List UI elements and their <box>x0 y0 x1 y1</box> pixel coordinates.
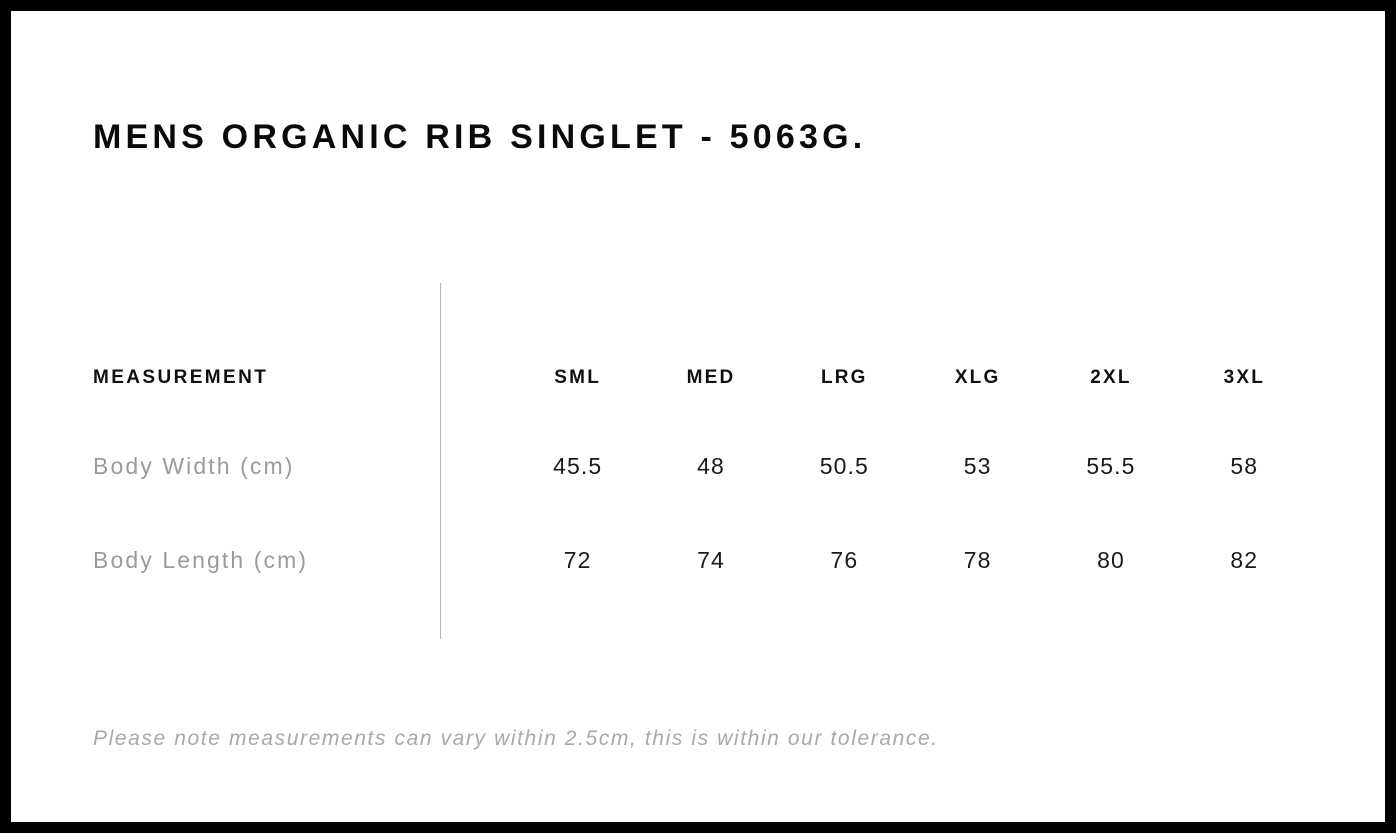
body-width-med: 48 <box>697 453 725 479</box>
table-row: Body Length (cm) 72 74 76 78 80 82 <box>93 535 1313 629</box>
body-width-2xl: 55.5 <box>1086 453 1136 479</box>
body-width-3xl: 58 <box>1230 453 1259 479</box>
table-row: Body Width (cm) 45.5 48 50.5 53 55.5 58 <box>93 441 1313 535</box>
size-header-med: MED <box>686 367 736 388</box>
body-length-xlg: 78 <box>963 547 992 573</box>
body-width-lrg: 50.5 <box>819 453 869 479</box>
row-label-body-length: Body Length (cm) <box>93 547 309 573</box>
row-label-body-width: Body Width (cm) <box>93 453 295 479</box>
measurement-column-header: MEASUREMENT <box>93 367 269 388</box>
body-width-cells: 45.5 48 50.5 53 55.5 58 <box>511 441 1311 480</box>
body-length-med: 74 <box>697 547 725 573</box>
body-length-2xl: 80 <box>1097 547 1125 573</box>
size-header-sml: SML <box>554 367 602 388</box>
body-width-xlg: 53 <box>963 453 992 479</box>
body-width-sml: 45.5 <box>553 453 603 479</box>
body-length-lrg: 76 <box>830 547 859 573</box>
table-header-row: MEASUREMENT SML MED LRG XLG 2XL 3XL <box>93 351 1313 441</box>
tolerance-note: Please note measurements can vary within… <box>93 727 939 750</box>
body-length-sml: 72 <box>563 547 592 573</box>
body-length-cells: 72 74 76 78 80 82 <box>511 535 1311 574</box>
size-table: MEASUREMENT SML MED LRG XLG 2XL 3XL Body… <box>93 351 1313 629</box>
size-header-2xl: 2XL <box>1090 367 1132 388</box>
size-header-lrg: LRG <box>820 367 868 388</box>
column-divider <box>440 283 441 639</box>
size-header-xlg: XLG <box>954 367 1001 388</box>
page-title: MENS ORGANIC RIB SINGLET - 5063G. <box>93 118 867 156</box>
size-header-3xl: 3XL <box>1223 367 1266 388</box>
header-cells: SML MED LRG XLG 2XL 3XL <box>511 351 1311 389</box>
size-chart-card: MENS ORGANIC RIB SINGLET - 5063G. MEASUR… <box>11 11 1385 822</box>
body-length-3xl: 82 <box>1230 547 1259 573</box>
